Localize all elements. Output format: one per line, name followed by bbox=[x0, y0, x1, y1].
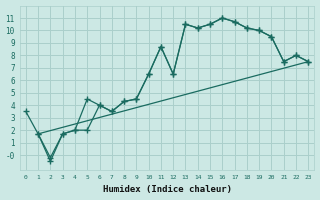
X-axis label: Humidex (Indice chaleur): Humidex (Indice chaleur) bbox=[102, 185, 232, 194]
